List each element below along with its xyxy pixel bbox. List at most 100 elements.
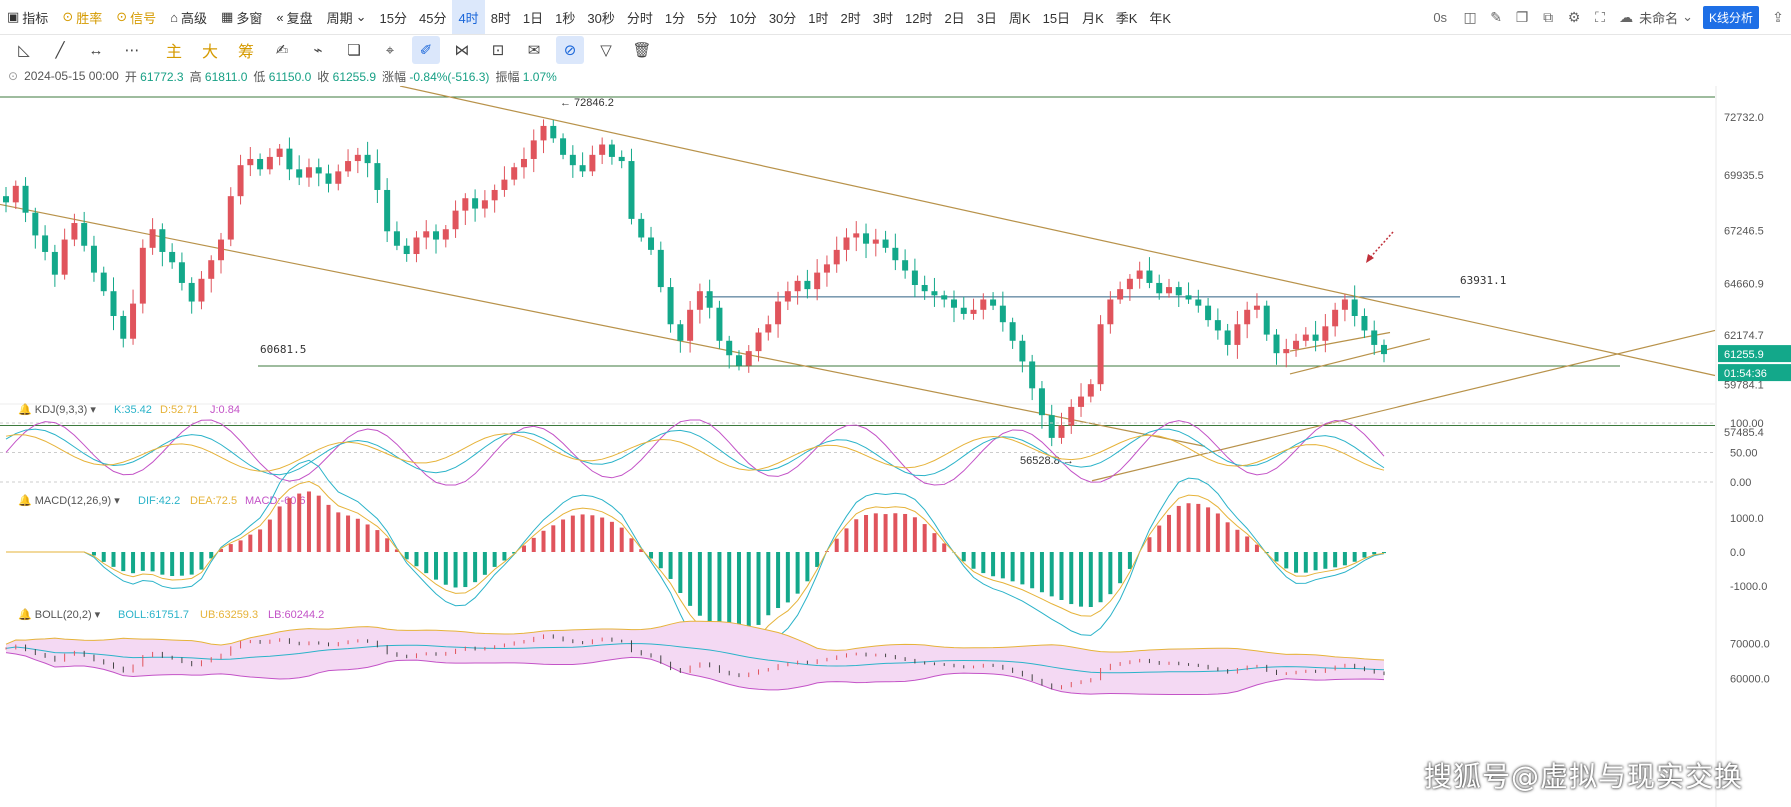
macd-bar xyxy=(893,513,898,552)
macd-bar xyxy=(150,552,155,572)
period-8[interactable]: 1分 xyxy=(664,10,686,26)
window-icon[interactable]: ❐ xyxy=(1515,8,1529,25)
edit-icon[interactable]: ✎ xyxy=(1490,8,1502,25)
macd-bar xyxy=(336,512,341,552)
collapse-icon[interactable]: ⊙ xyxy=(8,69,19,83)
magnet-tool-icon[interactable]: ⌁ xyxy=(313,42,323,59)
advanced-button[interactable]: ⌂ 高级 xyxy=(163,0,214,34)
settings-icon[interactable]: ⚙ xyxy=(1567,8,1581,25)
angle-tool-icon[interactable]: ◺ xyxy=(18,42,30,59)
candle-body xyxy=(1361,315,1368,331)
drawing-toolbar: ◺ ╱ ↔ ⋯ 主 大 筹 ✍ ⌁ ❏ ⌖ ✐ ⋈ ⊡ ✉ ⊘ ▽ 🗑 xyxy=(0,34,1791,66)
layers-tool-icon[interactable]: ❏ xyxy=(347,42,361,59)
candle-body xyxy=(569,154,576,166)
winrate-button[interactable]: ⊙ 胜率 xyxy=(55,0,109,34)
low-annotation: 56528.8 → xyxy=(1020,455,1074,467)
period-5[interactable]: 1秒 xyxy=(555,10,576,26)
ruler-tool-icon[interactable]: ⌖ xyxy=(385,41,395,59)
period-12[interactable]: 1时 xyxy=(808,10,829,26)
trash-icon[interactable]: 🗑 xyxy=(632,42,652,59)
indicator-button[interactable]: ▣ 指标 xyxy=(0,0,55,34)
cloud-icon[interactable]: ☁ xyxy=(1619,8,1634,25)
candle-body xyxy=(911,270,918,286)
macd-bar xyxy=(688,552,693,606)
period-9[interactable]: 5分 xyxy=(697,10,718,26)
macd-bar xyxy=(238,540,243,552)
period-17[interactable]: 3日 xyxy=(976,10,997,26)
candle-body xyxy=(384,189,391,232)
price-tick-4: 62174.7 xyxy=(1724,330,1764,342)
copy-icon[interactable]: ⧉ xyxy=(1543,8,1554,25)
big-tool[interactable]: 大 xyxy=(201,44,218,61)
macd-bar xyxy=(854,519,859,552)
macd-bar xyxy=(1196,503,1201,552)
candle-body xyxy=(178,262,185,283)
period-0[interactable]: 15分 xyxy=(379,10,407,26)
kline-analysis-button[interactable]: K线分析 xyxy=(1702,5,1759,29)
pattern-tool-icon[interactable]: ⋈ xyxy=(454,42,470,59)
period-2[interactable]: 4时 xyxy=(452,0,485,34)
candle-body xyxy=(804,280,811,290)
candle-body xyxy=(677,324,684,341)
main-tool[interactable]: 主 xyxy=(165,44,182,61)
candle-body xyxy=(1273,334,1280,354)
chip-tool[interactable]: 筹 xyxy=(237,44,254,61)
candle-body xyxy=(374,163,381,190)
lock-tool-icon[interactable]: ⊡ xyxy=(491,42,505,59)
filter-tool-icon[interactable]: ▽ xyxy=(600,42,612,59)
candle-body xyxy=(276,148,283,157)
period-list: 15分 45分 4时 8时 1日 1秒 30秒 分时 1分 5分 10分 30分 1时 2时 3时 12时 2日… xyxy=(374,0,1178,34)
candle-body xyxy=(814,272,821,290)
period-15[interactable]: 12时 xyxy=(904,10,933,26)
share-icon[interactable]: ⇪ xyxy=(1772,8,1784,25)
candle-body xyxy=(1117,289,1124,300)
watermark: 搜狐号@虚拟与现实交换 xyxy=(1423,760,1743,793)
period-10[interactable]: 10分 xyxy=(729,10,757,26)
period-20[interactable]: 月K xyxy=(1082,10,1104,26)
period-14[interactable]: 3时 xyxy=(872,10,893,26)
lower-trendline xyxy=(0,203,1206,447)
signal-button[interactable]: ⊙ 信号 xyxy=(109,0,163,34)
candle-body xyxy=(442,229,449,240)
period-4[interactable]: 1日 xyxy=(522,10,544,26)
line-tool-icon[interactable]: ╱ xyxy=(55,42,65,59)
more-tool-icon[interactable]: ⋯ xyxy=(124,42,140,59)
hline-tool-icon[interactable]: ↔ xyxy=(88,41,104,59)
period-11[interactable]: 30分 xyxy=(768,10,797,26)
candle-body xyxy=(247,158,254,166)
candle-body xyxy=(218,239,225,261)
note-tool-icon[interactable]: ✉ xyxy=(527,42,541,59)
candle-body xyxy=(462,198,469,211)
macd-bar xyxy=(1059,552,1064,600)
fullscreen-icon[interactable]: ⛶ xyxy=(1595,8,1605,25)
candle-body xyxy=(1283,349,1290,354)
period-dropdown[interactable]: 周期 ⌄ xyxy=(320,0,374,34)
period-21[interactable]: 季K xyxy=(1115,10,1138,26)
layout-name[interactable]: 未命名 xyxy=(1639,10,1679,26)
macd-bar xyxy=(1147,537,1152,552)
period-18[interactable]: 周K xyxy=(1008,10,1031,26)
camera-icon[interactable]: ◫ xyxy=(1463,8,1477,25)
period-19[interactable]: 15日 xyxy=(1042,10,1071,26)
pen-tool-icon[interactable]: ✍ xyxy=(275,42,289,59)
macd-bar xyxy=(1294,552,1299,573)
macd-bar xyxy=(453,552,458,588)
period-3[interactable]: 8时 xyxy=(490,10,511,26)
period-22[interactable]: 年K xyxy=(1149,10,1172,26)
period-6[interactable]: 30秒 xyxy=(587,10,615,26)
draw-mode-icon[interactable]: ✐ xyxy=(412,36,440,64)
candle-body xyxy=(1381,344,1387,355)
macd-bar xyxy=(961,552,966,562)
candle-body xyxy=(32,212,39,236)
chart-canvas[interactable]: 72732.0 69935.5 67246.5 64660.9 62174.7 59784… xyxy=(0,86,1791,807)
period-16[interactable]: 2日 xyxy=(944,10,965,26)
link-tool-icon[interactable]: ⊘ xyxy=(556,36,584,64)
period-1[interactable]: 45分 xyxy=(418,10,447,26)
multiwindow-button[interactable]: ▦ 多窗 xyxy=(214,0,269,34)
replay-button[interactable]: «复盘 xyxy=(269,0,319,34)
macd-bar xyxy=(658,552,663,569)
candle-body xyxy=(139,247,146,304)
winrate-icon: ⊙ xyxy=(62,9,74,24)
period-7[interactable]: 分时 xyxy=(626,10,653,26)
period-13[interactable]: 2时 xyxy=(840,10,861,26)
